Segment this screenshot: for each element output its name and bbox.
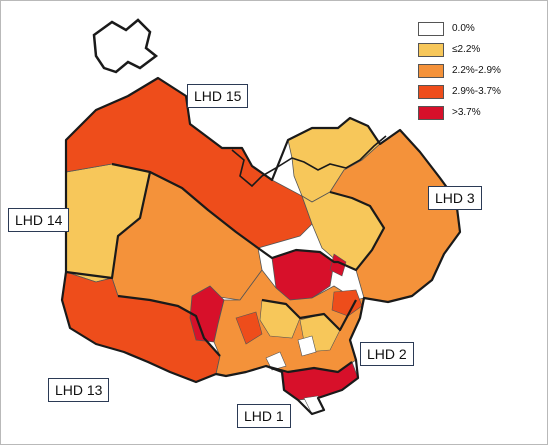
district-boundaries [60,76,462,416]
legend-item: 2.2%-2.9% [418,60,501,81]
label-lhd14: LHD 14 [8,208,70,232]
region-zero-north [92,18,159,74]
legend-swatch [418,21,444,36]
legend-label: 2.2%-2.9% [452,65,501,76]
label-lhd15: LHD 15 [187,84,249,108]
region-inner-darkred-small [329,253,347,277]
legend-item: 2.9%-3.7% [418,81,501,102]
legend-item: >3.7% [418,102,501,123]
map-legend: 0.0% ≤2.2% 2.2%-2.9% 2.9%-3.7% >3.7% [418,18,501,123]
legend-item: ≤2.2% [418,39,501,60]
river-line [231,135,387,188]
label-lhd3: LHD 3 [428,186,482,210]
legend-label: 0.0% [452,23,475,34]
legend-swatch [418,63,444,78]
legend-label: 2.9%-3.7% [452,86,501,97]
label-lhd1: LHD 1 [237,404,291,428]
label-lhd13: LHD 13 [48,378,110,402]
legend-item: 0.0% [418,18,501,39]
legend-swatch [418,42,444,57]
region-inner-red-1 [331,289,363,317]
legend-label: ≤2.2% [452,44,481,55]
legend-swatch [418,84,444,99]
region-inner-red-2 [235,311,263,345]
label-lhd2: LHD 2 [360,342,414,366]
region-inner-white-1 [297,335,317,357]
legend-label: >3.7% [452,107,481,118]
legend-swatch [418,105,444,120]
